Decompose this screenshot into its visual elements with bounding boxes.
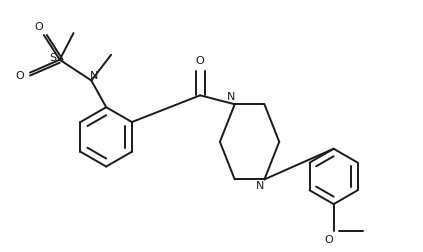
Text: O: O <box>196 56 204 66</box>
Text: O: O <box>324 235 333 245</box>
Text: N: N <box>256 181 265 191</box>
Text: N: N <box>227 92 235 102</box>
Text: N: N <box>90 71 99 81</box>
Text: S: S <box>49 53 56 63</box>
Text: O: O <box>16 71 25 81</box>
Text: O: O <box>35 22 43 32</box>
